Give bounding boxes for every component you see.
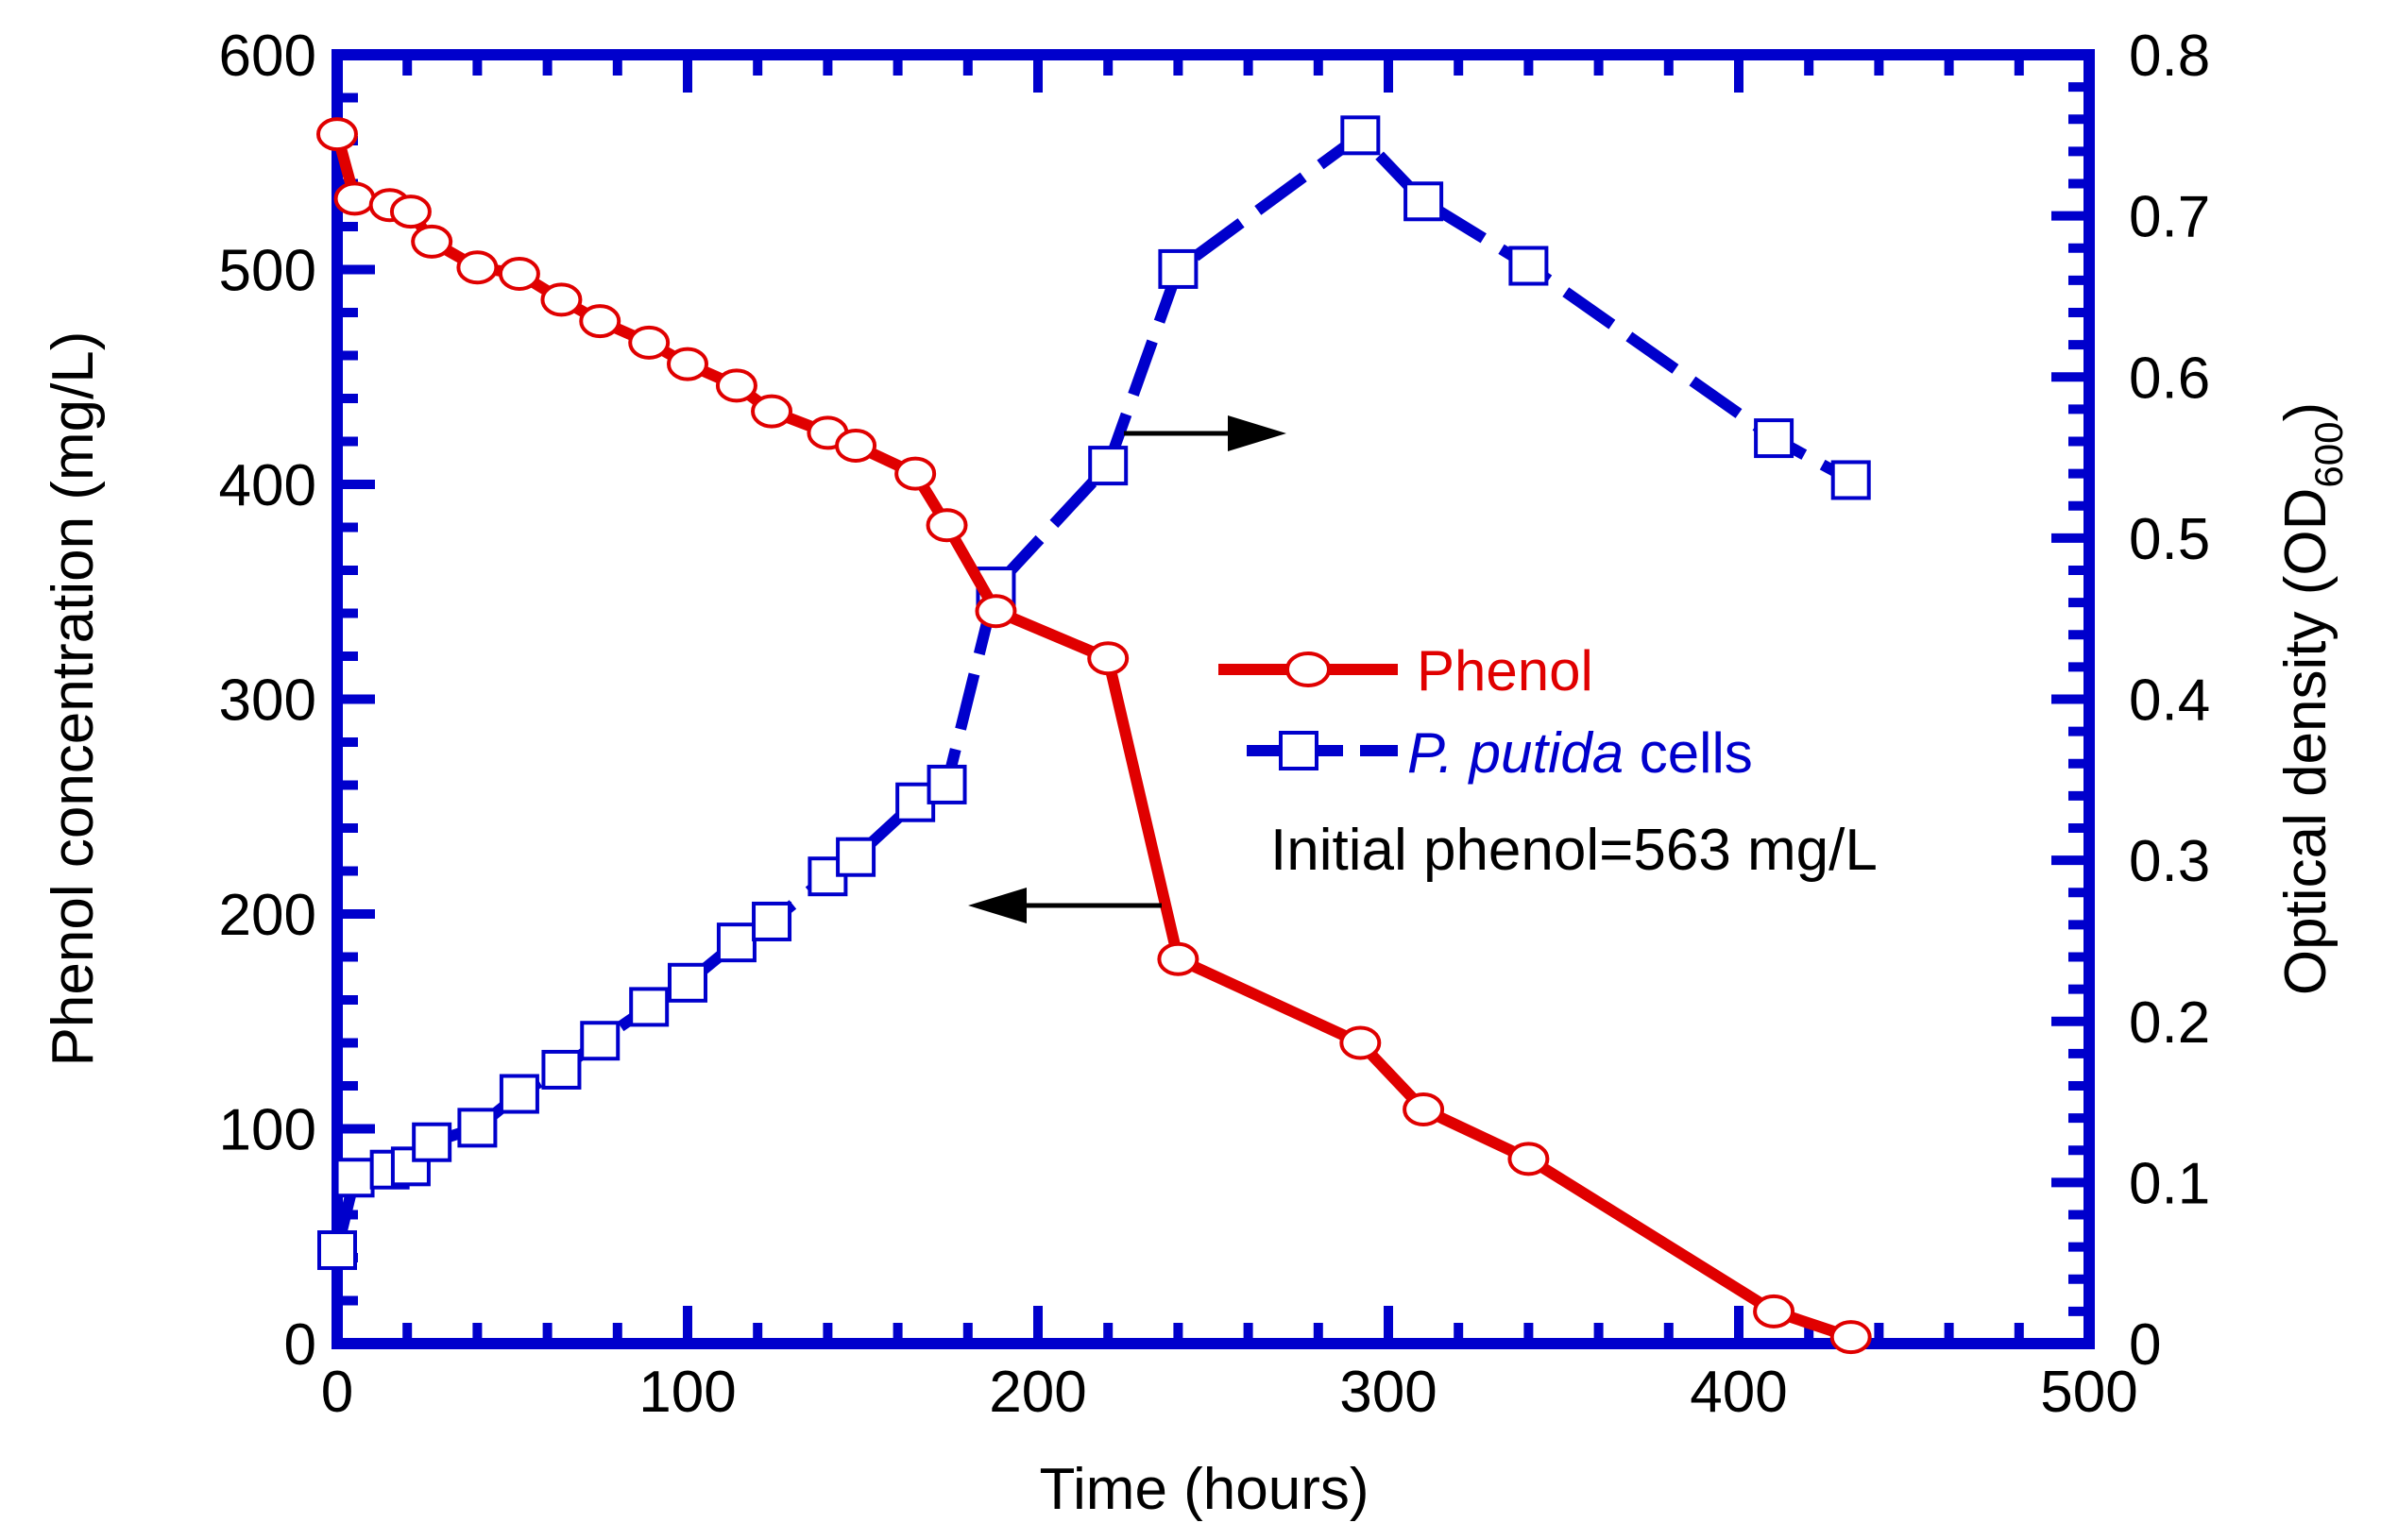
cells-point xyxy=(541,1049,582,1090)
x-tick-label: 300 xyxy=(1339,1360,1437,1425)
series-phenol xyxy=(316,117,1872,1355)
legend-cells-label-italic: P. putida xyxy=(1407,721,1624,785)
phenol-point xyxy=(411,224,453,259)
series-cells xyxy=(317,115,1871,1271)
y2-tick-label: 0.3 xyxy=(2129,829,2210,894)
cells-point xyxy=(1403,181,1444,222)
x-tick-label: 500 xyxy=(2040,1360,2137,1425)
y-tick-label: 400 xyxy=(219,453,316,518)
phenol-point xyxy=(498,257,540,292)
phenol-point xyxy=(1339,1025,1382,1060)
phenol-point xyxy=(1507,1142,1550,1176)
phenol-point xyxy=(715,368,757,403)
cells-point xyxy=(1754,418,1794,459)
cells-point xyxy=(580,1021,621,1061)
legend-phenol-marker xyxy=(1285,652,1331,687)
cells-point xyxy=(668,962,707,1003)
x-tick-label: 200 xyxy=(989,1360,1086,1425)
x-tick-label: 0 xyxy=(321,1360,353,1425)
phenol-point xyxy=(926,508,968,543)
y-tick-label: 0 xyxy=(284,1312,316,1378)
legend: Phenol P. putida cells xyxy=(1218,639,1753,785)
y2-tick-label: 0.4 xyxy=(2129,668,2210,734)
phenol-point xyxy=(389,195,432,229)
cells-point xyxy=(752,901,792,941)
cells-point xyxy=(412,1122,452,1162)
phenol-point xyxy=(540,282,583,317)
y2-tick-label: 0.6 xyxy=(2129,346,2210,411)
phenol-point xyxy=(456,250,499,285)
y-axis-title: Phenol concentration (mg/L) xyxy=(41,331,106,1067)
y2-tick-label: 0.8 xyxy=(2129,24,2210,89)
phenol-point xyxy=(1829,1320,1872,1355)
cells-point xyxy=(836,837,876,877)
cells-point xyxy=(1508,245,1549,286)
legend-cells-label: P. putida cells xyxy=(1407,721,1753,785)
phenol-point xyxy=(1403,1092,1445,1127)
cells-point xyxy=(390,1146,431,1187)
cells-point xyxy=(317,1230,357,1271)
cells-point xyxy=(927,764,967,804)
cells-point xyxy=(1158,248,1199,289)
phenol-point xyxy=(1157,941,1199,976)
phenol-point xyxy=(751,394,793,429)
arrow-right-head xyxy=(1228,415,1286,451)
cells-point xyxy=(629,987,670,1027)
y2-tick-label: 0 xyxy=(2129,1312,2161,1378)
phenol-point xyxy=(579,304,621,339)
cells-point xyxy=(716,922,757,963)
x-axis-title: Time (hours) xyxy=(1039,1457,1369,1522)
y2-tick-label: 0.7 xyxy=(2129,185,2210,250)
y2-tick-label: 0.1 xyxy=(2129,1151,2210,1216)
y-tick-label: 600 xyxy=(219,24,316,89)
y2-tick-label: 0.5 xyxy=(2129,507,2210,572)
legend-cells-label-rest: cells xyxy=(1624,721,1753,785)
cells-point xyxy=(334,1158,375,1198)
arrow-to-left-axis xyxy=(968,888,1162,923)
cells-point xyxy=(457,1108,498,1148)
phenol-point xyxy=(1753,1294,1795,1328)
y-tick-label: 100 xyxy=(219,1098,316,1163)
axis-ticks xyxy=(332,50,2094,1348)
y2-axis-title-end: ) xyxy=(2273,402,2338,422)
phenol-point xyxy=(835,429,877,464)
y-tick-label: 500 xyxy=(219,239,316,304)
y-tick-label: 200 xyxy=(219,883,316,948)
axis-tick-labels: 0 100 200 300 400 500010020030040050060000.10… xyxy=(219,24,2211,1425)
phenol-point xyxy=(894,456,937,491)
cells-point xyxy=(1088,446,1129,486)
legend-phenol-label: Phenol xyxy=(1417,639,1593,702)
phenol-point xyxy=(1087,641,1130,676)
y2-axis-title-main: Optical density (OD xyxy=(2273,488,2338,996)
legend-cells-marker xyxy=(1279,731,1318,770)
phenol-point xyxy=(667,347,708,381)
y2-axis-title: Optical density (OD600) xyxy=(2273,402,2351,995)
x-tick-label: 400 xyxy=(1690,1360,1787,1425)
x-tick-label: 100 xyxy=(638,1360,736,1425)
cells-point xyxy=(1830,460,1871,500)
phenol-point xyxy=(975,594,1017,629)
arrow-to-right-axis xyxy=(1124,415,1286,451)
cells-point xyxy=(499,1074,539,1114)
cells-point xyxy=(1340,115,1381,156)
arrow-left-head xyxy=(968,888,1027,923)
y-tick-label: 300 xyxy=(219,668,316,734)
initial-phenol-note: Initial phenol=563 mg/L xyxy=(1270,818,1878,883)
phenol-point xyxy=(316,117,358,152)
y2-axis-title-sub: 600 xyxy=(2306,422,2351,488)
phenol-point xyxy=(628,325,671,360)
phenol-point xyxy=(333,181,376,216)
y2-tick-label: 0.2 xyxy=(2129,990,2210,1056)
